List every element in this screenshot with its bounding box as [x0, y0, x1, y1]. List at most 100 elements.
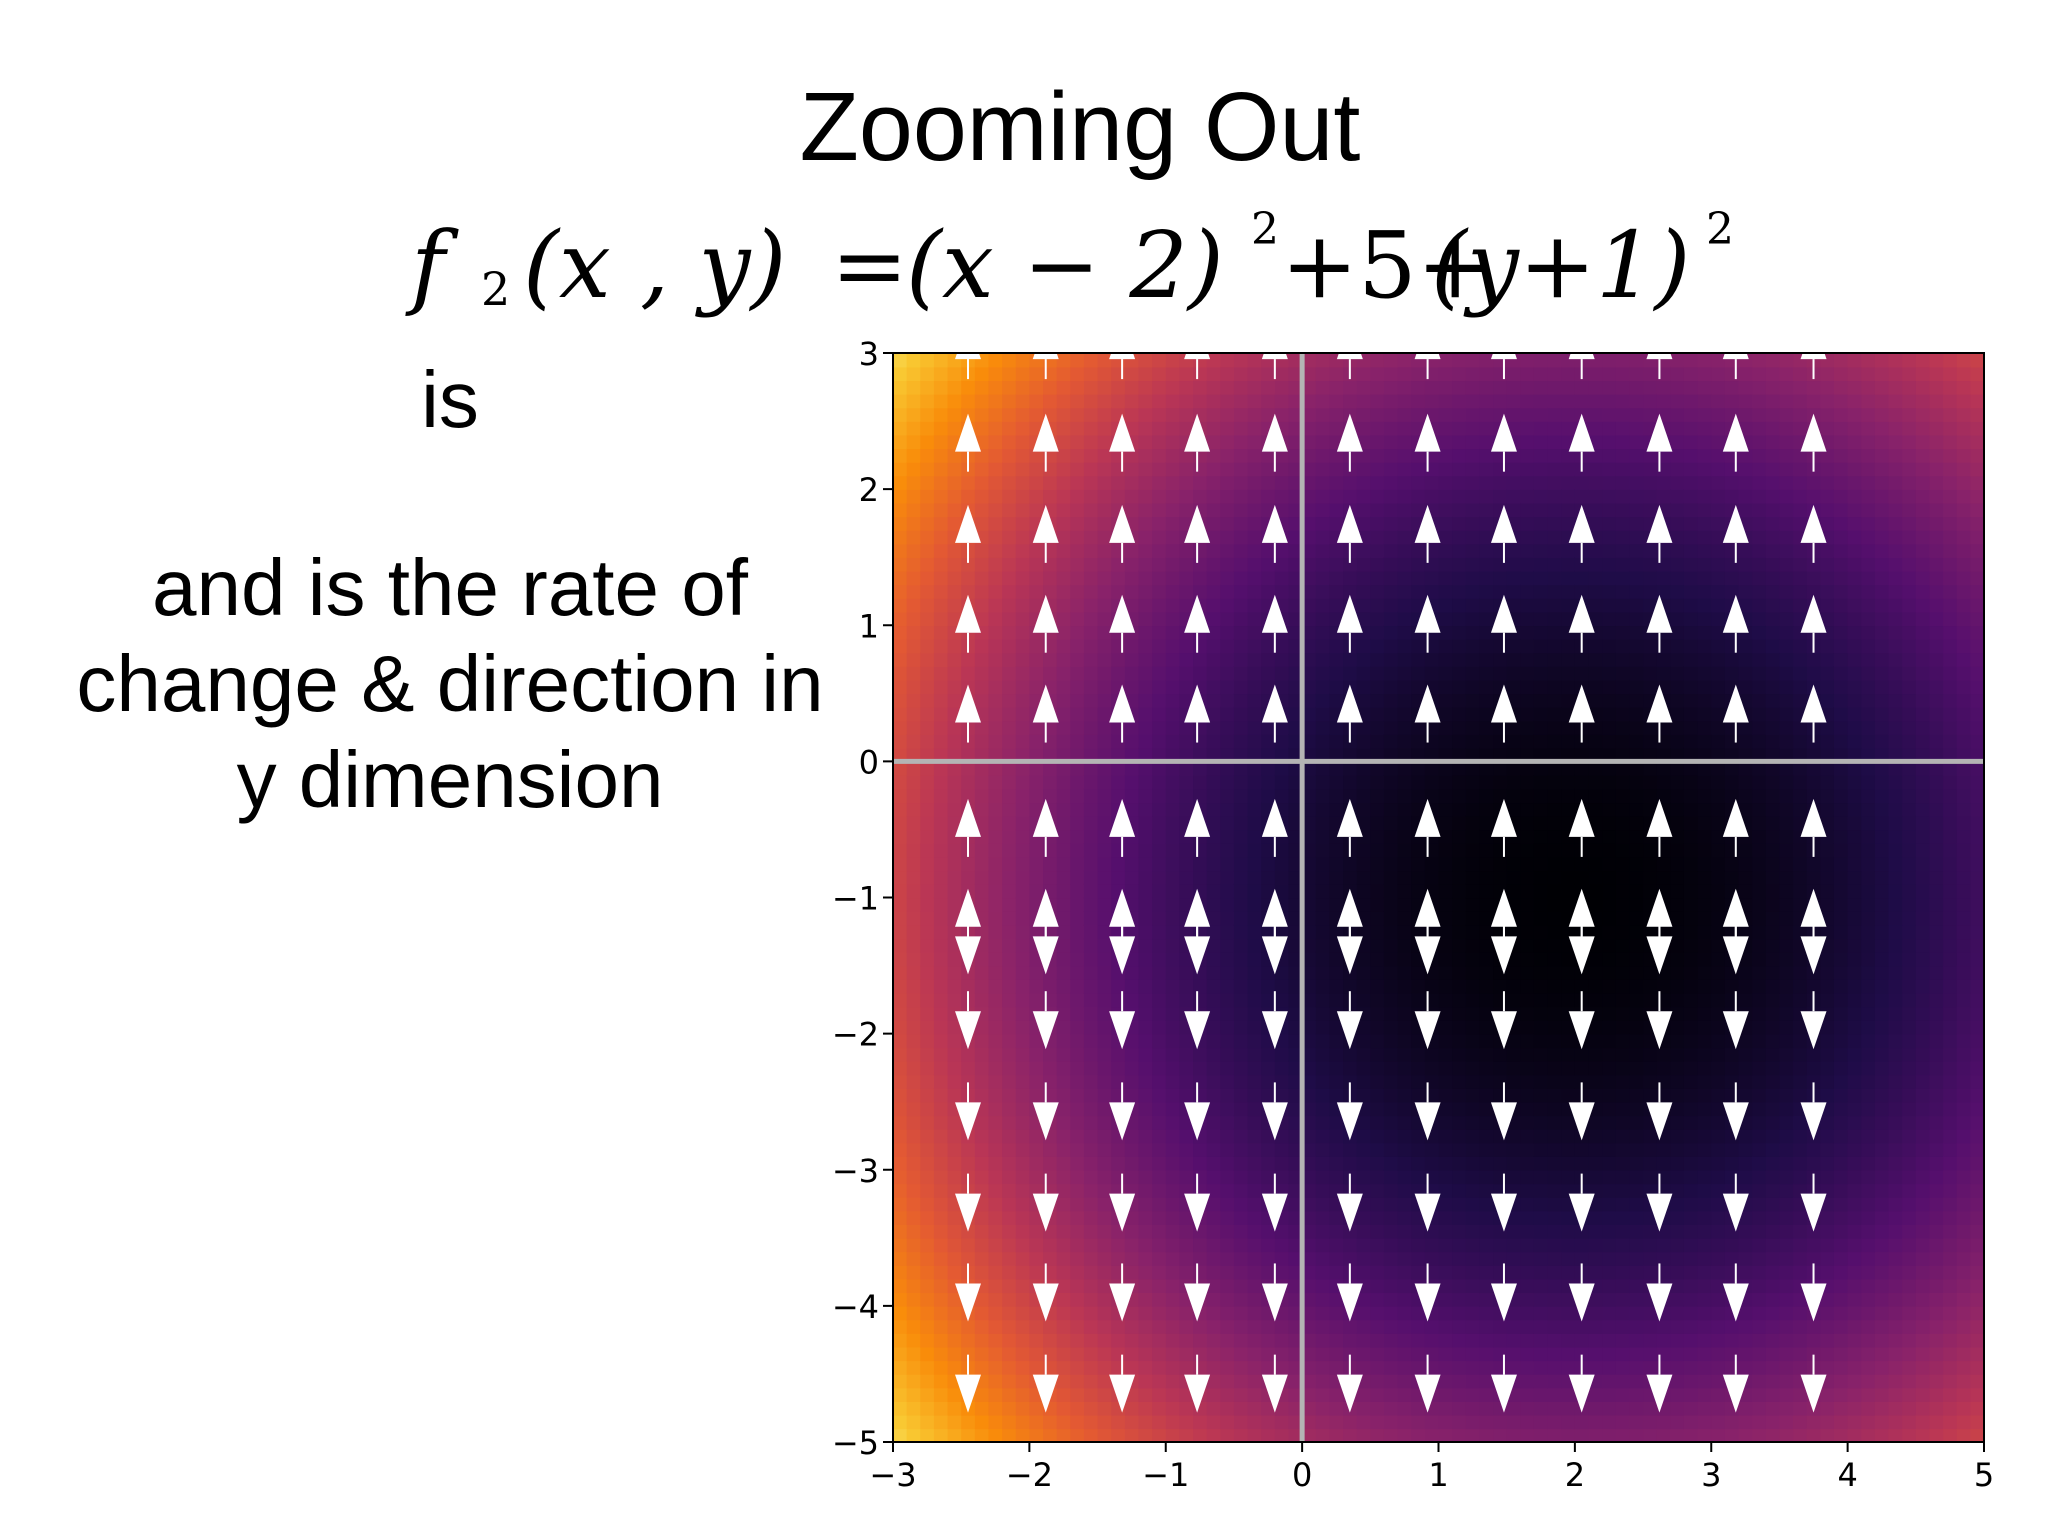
heat-cell — [1329, 979, 1344, 994]
heat-cell — [1397, 1237, 1413, 1253]
heat-cell — [933, 570, 949, 586]
heat-cell — [1193, 856, 1208, 872]
heat-cell — [1465, 1183, 1481, 1198]
heat-cell — [1615, 802, 1631, 817]
heat-cell — [1643, 734, 1658, 749]
heat-cell — [1738, 1305, 1753, 1321]
heat-cell — [1452, 1305, 1467, 1321]
heat-cell — [1602, 1101, 1617, 1117]
heat-cell — [933, 734, 949, 749]
heat-cell — [1070, 1278, 1085, 1294]
heat-cell — [1165, 1020, 1181, 1035]
heat-cell — [1343, 666, 1358, 681]
heat-cell — [1056, 584, 1072, 599]
heat-cell — [1329, 1346, 1344, 1362]
heat-cell — [1561, 883, 1576, 899]
heat-cell — [1383, 570, 1399, 586]
heat-cell — [1029, 366, 1044, 382]
heat-cell — [1629, 1115, 1644, 1130]
heat-cell — [893, 570, 908, 586]
heat-cell — [1411, 557, 1426, 572]
heat-cell — [1247, 965, 1263, 980]
heat-cell — [1629, 421, 1644, 436]
heat-cell — [1193, 557, 1208, 572]
heat-cell — [974, 992, 990, 1008]
heat-cell — [1247, 598, 1263, 613]
heat-cell — [1029, 570, 1044, 586]
heat-cell — [947, 1319, 962, 1334]
heat-cell — [1288, 924, 1303, 940]
heat-cell — [906, 1278, 922, 1294]
heat-cell — [988, 706, 1003, 722]
heat-cell — [1711, 1033, 1726, 1049]
heat-cell — [974, 870, 990, 885]
heat-cell — [1465, 584, 1481, 599]
heat-cell — [1602, 1360, 1617, 1375]
heat-cell — [1056, 1006, 1072, 1021]
heat-cell — [1383, 924, 1399, 940]
heat-cell — [1111, 1156, 1126, 1171]
heat-cell — [1179, 448, 1194, 463]
heat-cell — [974, 516, 990, 531]
heat-cell — [893, 924, 908, 940]
heat-cell — [1452, 1196, 1467, 1212]
heat-cell — [1574, 1333, 1590, 1348]
heat-cell — [1029, 734, 1044, 749]
heat-cell — [1138, 924, 1153, 940]
heat-cell — [1547, 1169, 1563, 1185]
heat-cell — [920, 1169, 935, 1185]
heat-cell — [1070, 611, 1085, 627]
heat-cell — [1738, 1251, 1753, 1266]
heat-cell — [1070, 693, 1085, 708]
heat-cell — [1643, 448, 1658, 463]
heat-cell — [1138, 502, 1153, 518]
heat-cell — [1029, 1128, 1044, 1144]
heat-cell — [1111, 1319, 1126, 1334]
heat-cell — [974, 843, 990, 858]
heat-cell — [1002, 1196, 1017, 1212]
heat-cell — [1629, 1251, 1644, 1266]
heat-cell — [906, 1074, 922, 1089]
heat-cell — [1438, 638, 1453, 654]
heat-cell — [1370, 543, 1385, 558]
heat-cell — [988, 421, 1003, 436]
heat-cell — [1220, 1196, 1235, 1212]
heat-cell — [1629, 897, 1644, 912]
heat-cell — [1397, 366, 1413, 382]
heat-cell — [1370, 883, 1385, 899]
heat-cell — [1520, 965, 1535, 980]
heat-cell — [1015, 1169, 1031, 1185]
heat-cell — [1370, 815, 1385, 831]
heat-cell — [1206, 911, 1222, 926]
heat-cell — [1206, 1251, 1222, 1266]
heat-cell — [1615, 1401, 1631, 1416]
heat-cell — [1083, 557, 1099, 572]
heat-cell — [1506, 557, 1522, 572]
heat-cell — [1247, 802, 1263, 817]
heat-cell — [1493, 979, 1508, 994]
heat-cell — [974, 1210, 990, 1225]
heat-cell — [1233, 448, 1249, 463]
heat-cell — [1738, 1265, 1753, 1280]
heat-cell — [1165, 1183, 1181, 1198]
heat-cell — [1383, 1115, 1399, 1130]
heat-cell — [1479, 1305, 1494, 1321]
heat-cell — [1165, 1414, 1181, 1430]
heat-cell — [1465, 380, 1481, 395]
formula-term-2: +5+ — [1281, 212, 1494, 319]
heat-cell — [1370, 1115, 1385, 1130]
heat-cell — [893, 1360, 908, 1375]
heat-cell — [1002, 1169, 1017, 1185]
heat-cell — [893, 489, 908, 504]
heat-cell — [1547, 366, 1563, 382]
heat-cell — [1138, 802, 1153, 817]
heat-cell — [988, 1265, 1003, 1280]
heat-cell — [1329, 1387, 1344, 1402]
heat-cell — [1711, 1210, 1726, 1225]
heat-cell — [1643, 1265, 1658, 1280]
heat-cell — [1479, 734, 1494, 749]
heat-cell — [893, 788, 908, 804]
heat-cell — [1247, 652, 1263, 667]
heat-cell — [1288, 761, 1303, 776]
heat-cell — [1438, 516, 1453, 531]
